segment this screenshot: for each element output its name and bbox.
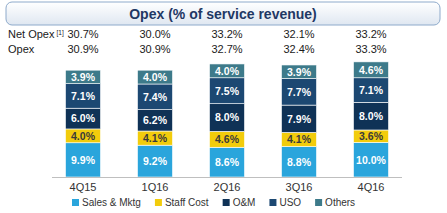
data-label: 4.6% <box>359 64 384 76</box>
row-label: Net Opex <box>8 28 55 40</box>
row-value: 30.9% <box>67 43 98 55</box>
data-label: 4.6% <box>215 133 240 145</box>
bar-segment <box>66 108 101 129</box>
bar-segment <box>66 84 101 109</box>
data-label: 4.0% <box>143 71 168 83</box>
data-label: 7.1% <box>359 84 384 96</box>
row-value: 32.1% <box>283 28 314 40</box>
legend-swatch <box>155 199 162 206</box>
bar-segment <box>354 78 389 103</box>
legend-swatch <box>315 199 322 206</box>
bar-segment <box>354 102 389 130</box>
row-label: Opex <box>8 43 35 55</box>
legend-label: Staff Cost <box>165 197 209 208</box>
row-value: 33.2% <box>355 28 386 40</box>
x-tick-labels: 4Q15 1Q16 2Q16 3Q16 4Q16 <box>70 181 385 193</box>
data-label: 7.1% <box>71 90 96 102</box>
row-value: 30.9% <box>139 43 170 55</box>
bar-segment <box>282 65 317 78</box>
bar-segment <box>66 129 101 143</box>
data-label: 7.7% <box>287 86 312 98</box>
data-label: 7.5% <box>215 85 240 97</box>
legend-label: Sales & Mktg <box>82 197 141 208</box>
data-label: 8.0% <box>359 110 384 122</box>
legend-label: Others <box>325 197 355 208</box>
bar-segment <box>138 70 173 84</box>
bar-segment <box>210 147 245 177</box>
data-label: 9.2% <box>143 155 168 167</box>
bar-segment <box>66 143 101 177</box>
bar-segment <box>354 62 389 78</box>
row-value: 30.7% <box>67 28 98 40</box>
bar-segment <box>210 104 245 132</box>
data-label: 6.2% <box>143 114 168 126</box>
row-value: 30.0% <box>139 28 170 40</box>
row-value: 33.2% <box>211 28 242 40</box>
x-tick-label: 3Q16 <box>286 181 313 193</box>
data-label: 4.0% <box>71 130 96 142</box>
bar-segment <box>282 147 317 177</box>
data-label: 4.1% <box>287 133 312 145</box>
x-tick-label: 4Q15 <box>70 181 97 193</box>
data-label: 3.9% <box>287 66 312 78</box>
bar-segment <box>282 78 317 105</box>
row-value: 32.7% <box>211 43 242 55</box>
data-label: 3.6% <box>359 130 384 142</box>
data-label: 4.1% <box>143 132 168 144</box>
row-value: 33.3% <box>355 43 386 55</box>
data-labels: 9.9% 9.2% 8.6% 8.8% 10.0% 4.0% 4.1% 4.6% 4.1% 3.6… <box>71 64 387 168</box>
bar-segment <box>210 131 245 147</box>
chart: Opex (% of service revenue) 9.9% 9.2% 8.6% 8… <box>0 0 447 213</box>
data-label: 8.8% <box>287 156 312 168</box>
data-label: 8.6% <box>215 156 240 168</box>
legend-swatch <box>72 199 79 206</box>
bar-segment <box>282 132 317 146</box>
x-tick-label: 1Q16 <box>142 181 169 193</box>
data-label: 7.9% <box>287 113 312 125</box>
row-footnote: [1] <box>56 29 63 37</box>
data-label: 6.0% <box>71 112 96 124</box>
legend-swatch <box>269 199 276 206</box>
x-tick-label: 2Q16 <box>214 181 241 193</box>
baseline <box>52 177 402 178</box>
bar-segment <box>138 145 173 177</box>
title: Opex (% of service revenue) <box>129 6 317 22</box>
summary-rows: Net Opex[1] 30.7% 30.0% 33.2% 32.1% 33.2% Opex… <box>8 28 387 55</box>
legend: Sales & Mktg Staff Cost O&M USO Others <box>72 197 355 208</box>
bar-segment <box>66 70 101 83</box>
data-label: 7.4% <box>143 91 168 103</box>
bar-segment <box>354 130 389 142</box>
legend-swatch <box>223 199 230 206</box>
row-value: 32.4% <box>283 43 314 55</box>
x-tick-label: 4Q16 <box>358 181 385 193</box>
bar-segment <box>210 78 245 104</box>
data-label: 9.9% <box>71 154 96 166</box>
legend-label: O&M <box>233 197 256 208</box>
data-label: 10.0% <box>356 154 386 166</box>
title-box <box>6 2 440 25</box>
bar-segment <box>210 64 245 78</box>
data-label: 3.9% <box>71 71 96 83</box>
bar-segment <box>138 84 173 110</box>
data-label: 4.0% <box>215 65 240 77</box>
bar-segment <box>282 105 317 132</box>
bar-segment <box>138 131 173 145</box>
bar-segment <box>138 110 173 131</box>
bar-segment <box>354 142 389 177</box>
data-label: 8.0% <box>215 111 240 123</box>
bars <box>66 62 389 177</box>
legend-label: USO <box>279 197 301 208</box>
